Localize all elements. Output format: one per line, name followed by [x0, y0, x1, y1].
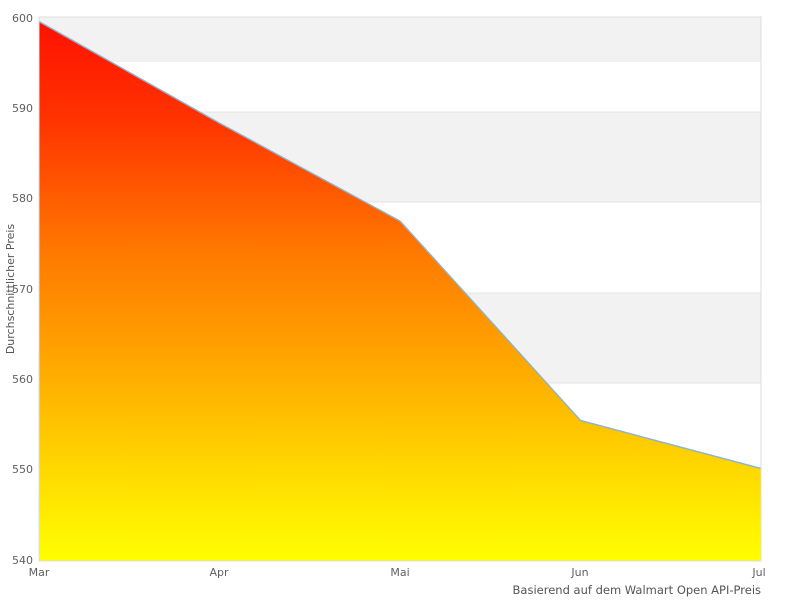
y-tick-label: 570 [12, 283, 33, 296]
plot-area-border [38, 16, 762, 562]
y-tick-label: 600 [12, 12, 33, 25]
x-tick-label: Jun [570, 566, 588, 579]
x-tick-label: Mai [390, 566, 409, 579]
source-note: Basierend auf dem Walmart Open API-Preis [513, 583, 761, 597]
grid-band [39, 17, 761, 62]
y-tick-label: 560 [12, 373, 33, 386]
y-tick-label: 580 [12, 192, 33, 205]
series-group [39, 20, 761, 561]
x-tick-label: Apr [209, 566, 229, 579]
y-tick-label: 590 [12, 102, 33, 115]
x-tick-label: Jul [751, 566, 765, 579]
y-axis-title: Durchschnittlicher Preis [4, 224, 17, 355]
x-tick-label: Mar [29, 566, 50, 579]
y-tick-label: 540 [12, 554, 33, 567]
area-fill [39, 21, 761, 561]
y-axis-tick-labels: 600 590 580 570 560 550 540 [12, 12, 33, 567]
x-axis-tick-labels: Mar Apr Mai Jun Jul [29, 566, 766, 579]
series-line [39, 20, 761, 470]
y-tick-label: 550 [12, 463, 33, 476]
